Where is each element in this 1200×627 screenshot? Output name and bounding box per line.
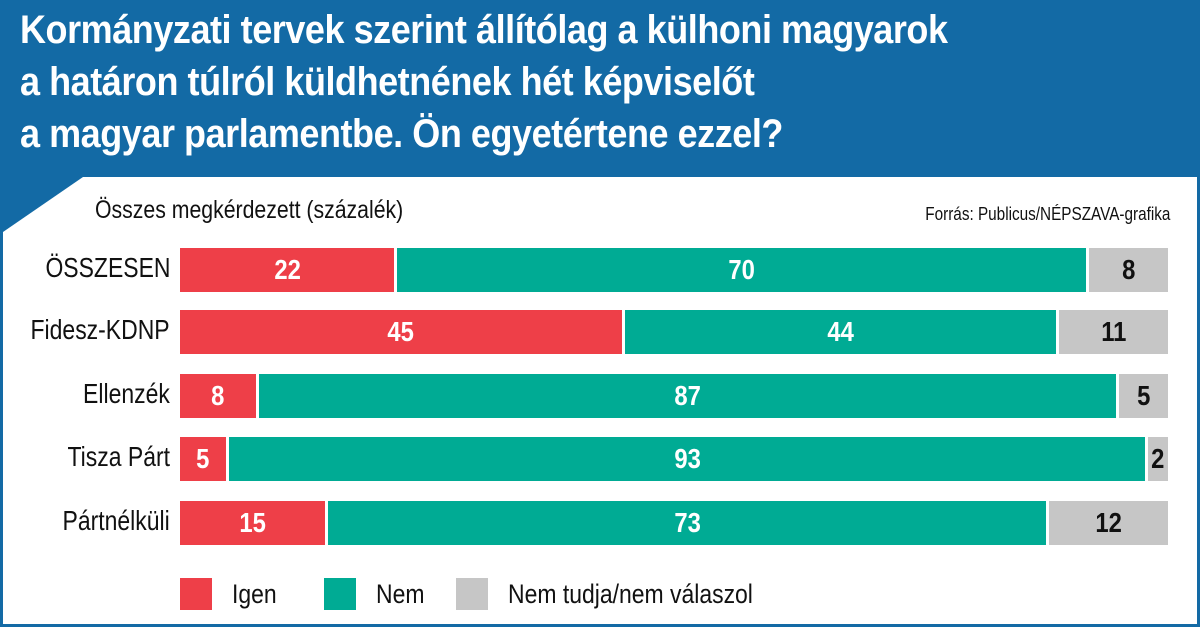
bar-row: ÖSSZESEN 22 70 8 <box>0 248 1200 292</box>
category-label: ÖSSZESEN <box>44 252 170 283</box>
data-label: 5 <box>1136 380 1150 411</box>
bar-row: Tisza Párt 5 93 2 <box>0 437 1200 481</box>
title-line: a magyar parlamentbe. Ön egyetértene ezz… <box>20 112 783 156</box>
legend-item: Nem tudja/nem válaszol <box>456 578 796 610</box>
category-label: Fidesz-KDNP <box>30 314 170 345</box>
data-label: 93 <box>674 443 701 474</box>
bar-row: Fidesz-KDNP 45 44 11 <box>0 310 1200 354</box>
legend-label: Nem <box>376 578 425 609</box>
data-label: 11 <box>1101 316 1127 347</box>
header-pointer <box>3 177 83 232</box>
bar-segment: 45 <box>180 310 622 354</box>
bar-segment: 22 <box>180 248 395 292</box>
bar-segment: 11 <box>1059 310 1168 354</box>
legend-swatch <box>180 578 212 610</box>
data-label: 73 <box>674 507 701 538</box>
bar-row: Pártnélküli 15 73 12 <box>0 501 1200 545</box>
data-label: 8 <box>211 380 225 411</box>
bar-segment: 5 <box>180 437 227 481</box>
legend-swatch <box>456 578 488 610</box>
bar-segment: 93 <box>229 437 1146 481</box>
category-label: Pártnélküli <box>62 505 170 536</box>
data-label: 87 <box>674 380 701 411</box>
title-line: Kormányzati tervek szerint állítólag a k… <box>20 8 948 52</box>
data-label: 15 <box>239 507 266 538</box>
chart-title: Kormányzati tervek szerint állítólag a k… <box>20 4 948 160</box>
category-label: Tisza Párt <box>67 441 171 472</box>
data-label: 70 <box>728 254 755 285</box>
title-line: a határon túlról küldhetnének hét képvis… <box>20 60 755 104</box>
bar-segment: 87 <box>259 374 1116 418</box>
data-label: 8 <box>1121 254 1136 285</box>
header-band: Kormányzati tervek szerint állítólag a k… <box>0 0 1200 177</box>
data-label: 44 <box>827 316 854 347</box>
legend-label: Igen <box>232 578 277 609</box>
bar-row: Ellenzék 8 87 5 <box>0 374 1200 418</box>
chart-source: Forrás: Publicus/NÉPSZAVA-grafika <box>924 204 1170 224</box>
legend-item: Nem <box>324 578 433 610</box>
data-label: 5 <box>196 443 210 474</box>
bar-segment: 2 <box>1148 437 1168 481</box>
bar-segment: 8 <box>180 374 257 418</box>
bar-segment: 70 <box>397 248 1086 292</box>
legend-item: Igen <box>180 578 285 610</box>
bar-segment: 15 <box>180 501 326 545</box>
category-label: Ellenzék <box>83 378 170 409</box>
bar-segment: 5 <box>1118 374 1168 418</box>
data-label: 12 <box>1095 507 1122 538</box>
data-label: 22 <box>273 254 301 285</box>
bar-segment: 12 <box>1049 501 1168 545</box>
bar-segment: 44 <box>624 310 1057 354</box>
data-label: 2 <box>1151 443 1165 474</box>
bar-segment: 73 <box>328 501 1047 545</box>
chart-subtitle: Összes megkérdezett (százalék) <box>95 196 404 224</box>
bar-segment: 8 <box>1088 248 1168 292</box>
data-label: 45 <box>387 316 415 347</box>
legend-label: Nem tudja/nem válaszol <box>508 578 753 609</box>
legend-swatch <box>324 578 356 610</box>
